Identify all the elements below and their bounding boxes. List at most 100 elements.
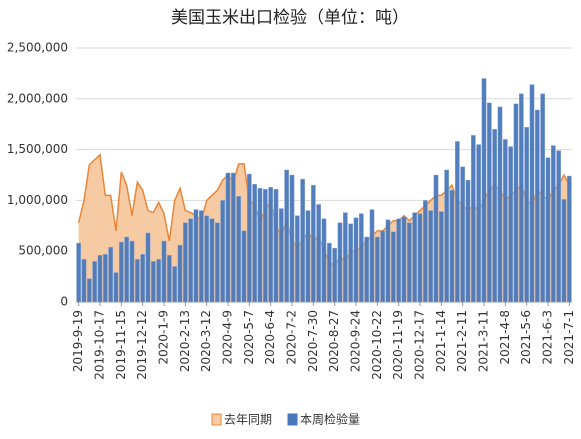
bar bbox=[295, 215, 300, 303]
bar bbox=[471, 135, 476, 303]
x-tick-label: 2021-6-3 bbox=[541, 310, 555, 364]
bar bbox=[343, 212, 348, 303]
x-tick-label: 2021-7-1 bbox=[562, 310, 576, 364]
bar bbox=[353, 217, 359, 303]
bar bbox=[385, 219, 391, 303]
bar bbox=[166, 255, 172, 303]
bar bbox=[508, 146, 513, 303]
bar bbox=[220, 200, 226, 303]
bar bbox=[492, 129, 497, 303]
bar bbox=[551, 145, 556, 303]
legend-swatch bbox=[211, 413, 222, 426]
y-tick-label: 0 bbox=[60, 295, 68, 309]
bar bbox=[236, 196, 242, 303]
bar bbox=[417, 213, 423, 303]
bar bbox=[460, 166, 465, 303]
bar bbox=[198, 210, 204, 303]
bar bbox=[230, 172, 236, 303]
x-tick-label: 2021-3-11 bbox=[477, 310, 491, 372]
bar bbox=[465, 179, 471, 303]
bar bbox=[529, 84, 535, 303]
bar bbox=[359, 213, 364, 303]
bar bbox=[129, 240, 135, 303]
x-tick-label: 2020-8-27 bbox=[327, 310, 341, 372]
bar bbox=[380, 230, 385, 303]
bar bbox=[204, 215, 210, 303]
bar bbox=[150, 261, 156, 303]
bar bbox=[524, 127, 529, 303]
bar bbox=[214, 222, 220, 303]
bar bbox=[113, 272, 119, 303]
bar bbox=[321, 218, 327, 303]
bar bbox=[455, 141, 460, 303]
bar bbox=[252, 183, 258, 303]
bar bbox=[428, 210, 433, 303]
x-tick-label: 2020-6-4 bbox=[263, 310, 277, 364]
bar bbox=[476, 144, 481, 303]
bar bbox=[311, 184, 316, 303]
bar bbox=[97, 255, 103, 303]
x-tick-label: 2020-7-2 bbox=[285, 310, 299, 364]
bar bbox=[209, 218, 215, 303]
bar bbox=[177, 244, 183, 303]
bar bbox=[364, 236, 369, 303]
bar bbox=[535, 109, 540, 303]
bar bbox=[567, 175, 572, 303]
bar bbox=[540, 93, 545, 303]
x-tick-label: 2020-9-24 bbox=[349, 310, 363, 372]
bar bbox=[246, 173, 252, 303]
bar bbox=[545, 157, 551, 303]
bar bbox=[76, 242, 81, 303]
y-tick-label: 2,500,000 bbox=[7, 41, 68, 55]
x-tick-label: 2019-11-15 bbox=[114, 310, 128, 380]
bar bbox=[300, 178, 305, 303]
bar bbox=[140, 254, 146, 303]
legend-swatch bbox=[287, 413, 298, 426]
bar bbox=[332, 247, 337, 303]
bar bbox=[193, 209, 199, 303]
x-tick-label: 2020-3-12 bbox=[199, 310, 213, 372]
bar bbox=[289, 174, 295, 303]
bar bbox=[497, 106, 503, 303]
bar bbox=[337, 222, 343, 303]
bar bbox=[92, 261, 97, 303]
y-tick-label: 2,000,000 bbox=[7, 91, 68, 105]
bar bbox=[284, 169, 289, 303]
bar bbox=[412, 212, 417, 303]
bar bbox=[519, 93, 524, 303]
x-tick-label: 2020-1-9 bbox=[157, 310, 171, 364]
x-tick-label: 2020-11-19 bbox=[391, 310, 405, 380]
x-tick-label: 2019-10-17 bbox=[93, 310, 107, 380]
bar bbox=[407, 222, 412, 303]
bar bbox=[263, 189, 268, 303]
bar bbox=[348, 223, 353, 303]
x-tick-label: 2019-12-12 bbox=[135, 310, 149, 380]
bar bbox=[449, 190, 455, 303]
bar bbox=[134, 259, 140, 303]
bar bbox=[327, 242, 332, 303]
legend-label: 本周检验量 bbox=[300, 412, 360, 427]
bar bbox=[273, 189, 279, 303]
bar bbox=[481, 78, 487, 303]
legend-label: 去年同期 bbox=[224, 413, 272, 427]
bar bbox=[401, 216, 407, 303]
bar bbox=[241, 230, 247, 303]
bar bbox=[439, 211, 444, 303]
x-tick-label: 2020-12-17 bbox=[413, 310, 427, 380]
bar bbox=[124, 236, 129, 303]
x-tick-label: 2020-4-9 bbox=[221, 310, 235, 364]
bar bbox=[81, 259, 87, 303]
x-tick-label: 2020-7-30 bbox=[306, 310, 320, 372]
bar bbox=[182, 222, 188, 303]
bar bbox=[391, 231, 396, 303]
bar bbox=[279, 208, 284, 303]
bar bbox=[225, 172, 231, 303]
bar bbox=[444, 169, 449, 303]
chart-title: 美国玉米出口检验（单位：吨） bbox=[171, 8, 409, 28]
bar bbox=[556, 150, 561, 303]
x-tick-label: 2021-2-11 bbox=[455, 310, 469, 372]
x-tick-label: 2021-5-6 bbox=[519, 310, 533, 364]
bar bbox=[156, 259, 162, 303]
bar bbox=[188, 218, 194, 303]
